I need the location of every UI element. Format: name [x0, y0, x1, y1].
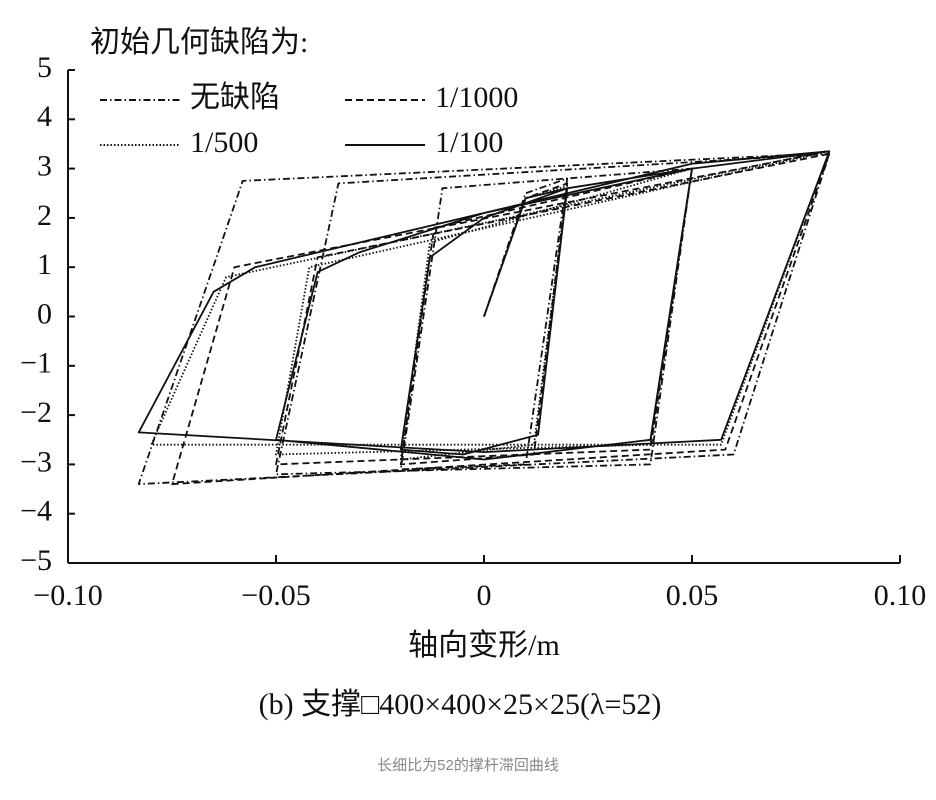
y-tick-label: 3: [37, 149, 52, 182]
y-tick-label: 4: [37, 100, 52, 133]
y-tick-label: −5: [20, 544, 52, 577]
y-tick-label: −3: [20, 445, 52, 478]
subtitle: (b) 支撑□400×400×25×25(λ=52): [259, 688, 662, 721]
x-tick-label: −0.10: [33, 579, 102, 612]
y-tick-label: 5: [37, 51, 52, 84]
x-axis-label: 轴向变形/m: [408, 629, 560, 662]
legend-label: 1/100: [435, 126, 503, 159]
legend-label: 1/500: [190, 126, 258, 159]
y-tick-label: −4: [20, 495, 52, 528]
y-tick-label: 2: [37, 199, 52, 232]
legend-title: 初始几何缺陷为:: [90, 26, 308, 59]
y-tick-label: 1: [37, 248, 52, 281]
series-line: [137, 152, 831, 485]
x-tick-label: 0.10: [874, 579, 927, 612]
series-line: [171, 152, 831, 485]
series-line: [137, 150, 831, 461]
x-tick-label: 0.05: [666, 579, 719, 612]
legend-label: 1/1000: [435, 81, 518, 114]
y-tick-label: 0: [37, 297, 52, 330]
y-tick-label: −2: [20, 396, 52, 429]
series-line: [150, 150, 831, 461]
y-tick-label: −1: [20, 347, 52, 380]
x-tick-label: −0.05: [241, 579, 310, 612]
legend-label: 无缺陷: [190, 81, 280, 114]
x-tick-label: 0: [477, 579, 492, 612]
caption: 长细比为52的撑杆滞回曲线: [377, 757, 559, 774]
